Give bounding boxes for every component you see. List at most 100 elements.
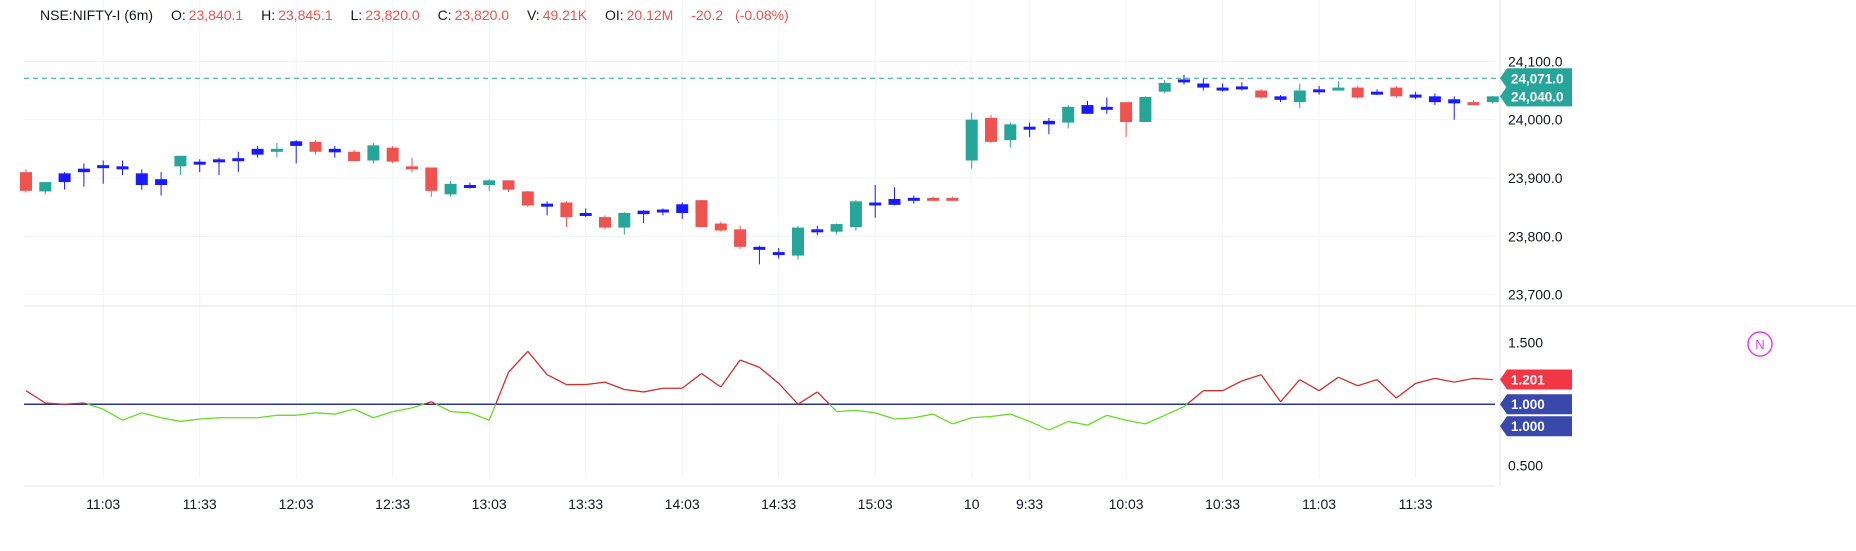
ratio-indicator[interactable] bbox=[24, 350, 1495, 431]
candle[interactable] bbox=[579, 208, 592, 218]
candle[interactable] bbox=[521, 190, 534, 208]
candle[interactable] bbox=[830, 223, 843, 235]
candle-body bbox=[869, 202, 882, 206]
candle[interactable] bbox=[869, 185, 882, 218]
candle[interactable] bbox=[618, 211, 631, 235]
candle[interactable] bbox=[1197, 78, 1210, 91]
candle[interactable] bbox=[174, 155, 187, 176]
candle[interactable] bbox=[213, 157, 225, 176]
candle[interactable] bbox=[1004, 122, 1017, 148]
candle[interactable] bbox=[1390, 85, 1403, 98]
candle[interactable] bbox=[714, 221, 727, 232]
candle[interactable] bbox=[406, 157, 418, 173]
candle[interactable] bbox=[386, 145, 399, 164]
candle[interactable] bbox=[232, 151, 245, 173]
candle[interactable] bbox=[1371, 89, 1383, 96]
ratio-segment bbox=[1106, 414, 1127, 421]
candle[interactable] bbox=[270, 143, 283, 158]
candle[interactable] bbox=[58, 172, 71, 190]
time-axis[interactable]: 11:03 11:33 12:03 12:33 13:03 13:33 14:03 14:33… bbox=[86, 496, 1433, 512]
candles-group[interactable] bbox=[20, 74, 1499, 265]
candle[interactable] bbox=[1274, 95, 1287, 103]
symbol-name[interactable]: NSE:NIFTY-I (6m) bbox=[40, 7, 154, 23]
n-badge[interactable]: N bbox=[1747, 331, 1773, 357]
candle[interactable] bbox=[1486, 95, 1499, 104]
candle[interactable] bbox=[772, 248, 785, 259]
candle[interactable] bbox=[444, 180, 457, 197]
candle[interactable] bbox=[290, 140, 303, 164]
candle[interactable] bbox=[1081, 101, 1094, 114]
candle[interactable] bbox=[367, 143, 380, 164]
candle[interactable] bbox=[676, 202, 689, 219]
ratio-segment bbox=[199, 417, 220, 420]
ratio-segment bbox=[758, 366, 780, 384]
candle[interactable] bbox=[193, 159, 206, 173]
candle[interactable] bbox=[1023, 122, 1036, 138]
candle[interactable] bbox=[695, 200, 708, 228]
candle[interactable] bbox=[1216, 83, 1229, 92]
candle[interactable] bbox=[927, 196, 940, 201]
price-tick-label: 24,000.0 bbox=[1508, 112, 1563, 128]
price-axis[interactable]: 24,100.0 24,000.0 23,900.0 23,800.0 23,700.0 bbox=[1508, 53, 1563, 302]
candle[interactable] bbox=[425, 167, 438, 197]
candle[interactable] bbox=[97, 160, 110, 184]
candle[interactable] bbox=[637, 210, 650, 223]
candle[interactable] bbox=[39, 182, 52, 195]
candle[interactable] bbox=[907, 195, 920, 204]
time-tick-label: 14:03 bbox=[665, 496, 700, 512]
candle-body bbox=[270, 148, 283, 152]
candle[interactable] bbox=[1467, 100, 1480, 106]
candle[interactable] bbox=[792, 225, 804, 260]
candle[interactable] bbox=[541, 201, 554, 216]
candle[interactable] bbox=[1351, 85, 1364, 99]
candle[interactable] bbox=[1042, 117, 1055, 135]
ratio-segment bbox=[25, 390, 46, 404]
candle[interactable] bbox=[116, 160, 129, 176]
candle[interactable] bbox=[1235, 82, 1248, 91]
indicator-tag-shape bbox=[1500, 416, 1572, 437]
candle[interactable] bbox=[656, 208, 669, 216]
candle[interactable] bbox=[135, 169, 148, 190]
candle[interactable] bbox=[1428, 93, 1441, 106]
candle[interactable] bbox=[985, 115, 997, 143]
candle[interactable] bbox=[77, 163, 90, 187]
candle[interactable] bbox=[20, 169, 32, 193]
candle[interactable] bbox=[1255, 89, 1268, 99]
candle[interactable] bbox=[1448, 96, 1461, 120]
candle[interactable] bbox=[328, 145, 341, 158]
ratio-segment bbox=[1145, 414, 1165, 425]
candle[interactable] bbox=[1409, 91, 1422, 100]
candle[interactable] bbox=[463, 182, 476, 189]
candle[interactable] bbox=[1139, 96, 1152, 122]
candle-body bbox=[753, 246, 766, 250]
candle[interactable] bbox=[1313, 85, 1326, 95]
candle[interactable] bbox=[483, 179, 496, 191]
candle[interactable] bbox=[1120, 102, 1133, 138]
candle[interactable] bbox=[849, 200, 862, 231]
candle[interactable] bbox=[599, 215, 611, 230]
candle[interactable] bbox=[946, 196, 959, 201]
candle[interactable] bbox=[155, 172, 168, 196]
candle[interactable] bbox=[502, 180, 515, 192]
candle[interactable] bbox=[1100, 97, 1113, 114]
candle[interactable] bbox=[1158, 80, 1171, 94]
candle[interactable] bbox=[348, 150, 361, 162]
candle[interactable] bbox=[965, 112, 978, 169]
candle[interactable] bbox=[753, 245, 766, 265]
candle[interactable] bbox=[888, 187, 901, 206]
candle[interactable] bbox=[734, 225, 747, 250]
candle[interactable] bbox=[1293, 83, 1306, 109]
ratio-segment bbox=[1415, 377, 1436, 384]
candle[interactable] bbox=[1062, 105, 1075, 129]
candle-body bbox=[676, 204, 689, 213]
candle[interactable] bbox=[251, 145, 264, 158]
candle[interactable] bbox=[1332, 81, 1345, 91]
indicator-axis[interactable]: 1.500 0.500 bbox=[1508, 335, 1543, 474]
ratio-segment bbox=[1222, 380, 1243, 392]
candle[interactable] bbox=[309, 140, 322, 155]
time-tick-label: 12:03 bbox=[279, 496, 314, 512]
candle[interactable] bbox=[811, 225, 824, 236]
candle[interactable] bbox=[1178, 74, 1190, 85]
candle[interactable] bbox=[560, 201, 573, 227]
